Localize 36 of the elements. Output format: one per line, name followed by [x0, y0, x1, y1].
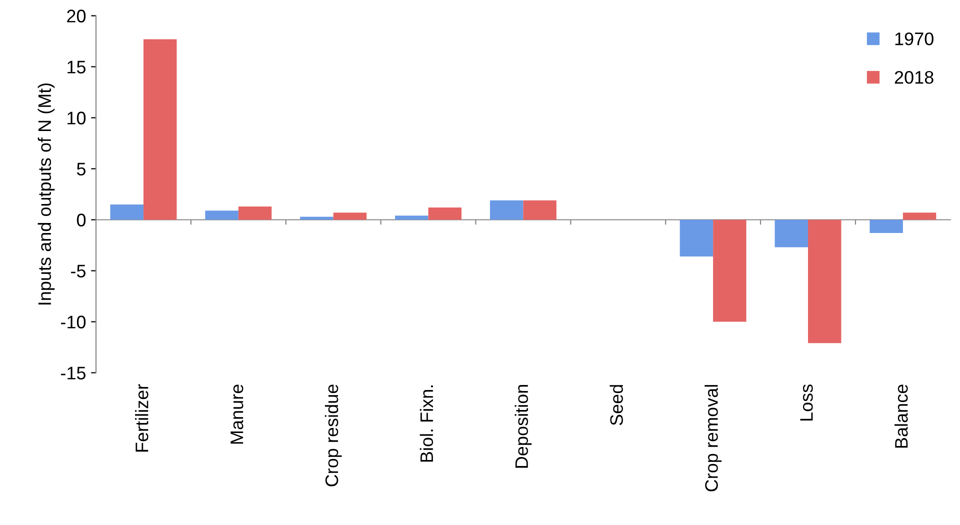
bar: [490, 200, 524, 220]
bar: [680, 220, 714, 256]
x-tick-label: Fertilizer: [135, 384, 148, 452]
bar: [808, 220, 842, 344]
bar: [205, 210, 238, 220]
x-tick-label: Biol. Fixn.: [420, 386, 434, 462]
bar: [902, 212, 936, 220]
bar: [300, 216, 334, 220]
bar: [395, 216, 428, 220]
bar: [333, 212, 367, 220]
y-tick-label: -5: [71, 264, 86, 278]
y-tick-label: 15: [68, 60, 86, 74]
bar: [774, 220, 808, 248]
y-tick-label: 10: [68, 112, 86, 124]
legend-label: 1970: [895, 32, 934, 46]
bar: [870, 220, 903, 234]
legend-label: 2018: [894, 70, 934, 84]
x-tick-label: Balance: [894, 384, 908, 448]
bar: [143, 39, 177, 220]
x-tick-label: Loss: [800, 384, 813, 421]
y-tick-label: 0: [76, 214, 86, 226]
y-tick-label: 5: [76, 162, 86, 176]
x-tick-label: Crop removal: [704, 385, 722, 492]
bar: [110, 204, 144, 220]
bar: [238, 206, 272, 220]
bar: [428, 208, 462, 220]
y-axis-title: Inputs and outputs of N (Mt): [38, 83, 55, 304]
x-tick-label: Manure: [230, 384, 244, 444]
bar: [523, 200, 556, 220]
y-tick-label: -10: [60, 316, 86, 328]
y-tick-label: -15: [60, 366, 86, 380]
bar: [713, 220, 746, 322]
y-tick-label: 20: [67, 10, 86, 22]
x-tick-label: Seed: [610, 385, 623, 426]
x-tick-label: Crop residue: [324, 384, 342, 486]
x-tick-label: Deposition: [514, 385, 532, 468]
